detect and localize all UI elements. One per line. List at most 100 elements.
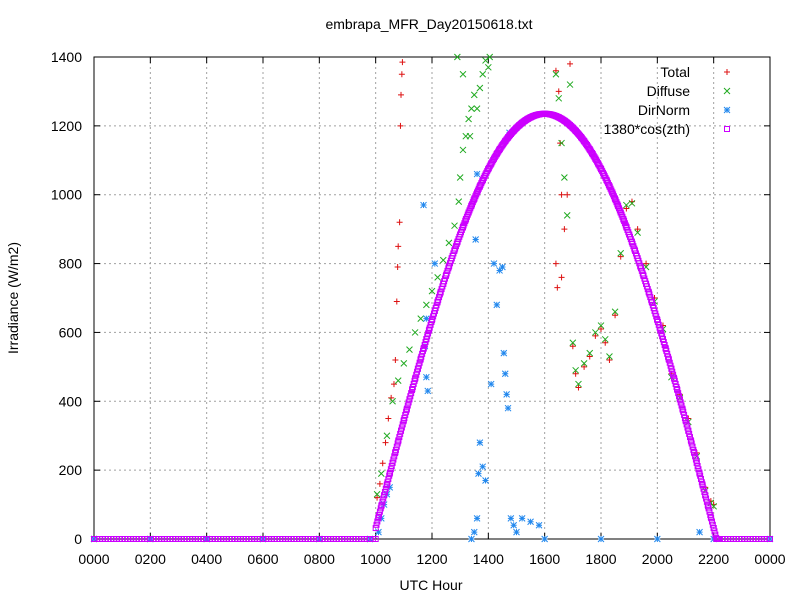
data-point <box>606 183 613 190</box>
data-point <box>423 373 430 381</box>
legend: Total Diffuse DirNorm 1380*cos(zth) <box>604 64 731 137</box>
data-point <box>375 515 382 522</box>
data-point <box>602 339 609 346</box>
data-point <box>694 463 701 470</box>
legend-label: Total <box>660 64 690 80</box>
data-point <box>468 105 475 112</box>
data-point <box>453 53 461 61</box>
data-point <box>569 339 577 347</box>
y-tick-label: 0 <box>74 531 82 547</box>
x-tick-label: 1000 <box>360 551 391 567</box>
data-point <box>698 479 705 486</box>
data-point <box>683 421 690 428</box>
data-point <box>389 397 396 405</box>
data-point <box>674 387 681 394</box>
data-point <box>598 325 604 332</box>
data-point <box>401 415 408 422</box>
data-point <box>681 411 688 418</box>
data-point <box>445 239 453 247</box>
data-point <box>459 146 467 154</box>
data-point <box>669 368 676 375</box>
x-axis-label: UTC Hour <box>399 577 462 593</box>
data-point <box>555 94 563 102</box>
data-point <box>451 222 458 230</box>
chart-title: embrapa_MFR_Day20150618.txt <box>325 16 532 32</box>
data-point <box>643 260 650 267</box>
data-point <box>398 71 405 78</box>
data-point <box>385 475 392 482</box>
data-point <box>379 498 386 505</box>
data-point <box>412 374 419 381</box>
data-point <box>378 502 385 509</box>
data-point <box>623 205 630 212</box>
data-point <box>697 472 704 479</box>
data-point <box>507 514 515 522</box>
data-point <box>558 191 565 198</box>
data-point <box>687 434 694 441</box>
data-point <box>383 432 391 440</box>
data-point <box>581 363 588 370</box>
data-point <box>487 380 495 388</box>
data-point <box>678 402 685 409</box>
data-point <box>622 201 630 209</box>
data-point <box>465 115 472 123</box>
data-point <box>687 437 694 444</box>
y-tick-label: 200 <box>59 462 83 478</box>
data-point <box>723 87 731 95</box>
data-point <box>373 521 380 528</box>
data-point <box>376 508 383 515</box>
y-tick-label: 1400 <box>51 49 82 65</box>
data-point <box>586 353 593 360</box>
data-series <box>90 53 774 543</box>
data-point <box>575 384 582 391</box>
data-point <box>696 528 703 536</box>
data-point <box>381 492 388 499</box>
data-point <box>431 260 439 267</box>
data-point <box>409 383 416 390</box>
x-tick-label: 1800 <box>585 551 616 567</box>
data-point <box>634 226 641 233</box>
data-point <box>689 443 696 450</box>
legend-swatch <box>723 87 731 95</box>
data-point <box>552 67 559 74</box>
x-tick-label: 0400 <box>191 551 222 567</box>
data-point <box>470 528 478 536</box>
data-point <box>688 440 695 447</box>
data-point <box>382 439 389 446</box>
data-point <box>673 383 680 390</box>
data-point <box>471 195 478 202</box>
data-point <box>696 469 703 476</box>
data-point <box>677 399 684 406</box>
data-point <box>414 368 421 375</box>
data-point <box>379 460 386 467</box>
data-point <box>469 199 476 206</box>
data-point <box>572 370 579 377</box>
data-point <box>375 528 382 536</box>
x-tick-label: 1600 <box>529 551 560 567</box>
data-point <box>400 360 408 367</box>
data-point <box>715 536 722 542</box>
series-1380-cos-zth <box>91 110 773 542</box>
data-point <box>702 492 709 499</box>
data-point <box>496 267 503 274</box>
data-point <box>685 427 692 434</box>
data-point <box>561 174 568 181</box>
data-point <box>686 430 693 437</box>
data-point <box>382 485 389 492</box>
data-point <box>394 377 402 384</box>
data-point <box>617 249 625 257</box>
y-axis-label: Irradiance (W/m2) <box>5 242 21 354</box>
data-point <box>468 535 475 543</box>
x-axis-ticks: 0000 0200 0400 0600 0800 1000 1200 1400 1600 1800… <box>78 57 786 567</box>
legend-label: Diffuse <box>647 83 691 99</box>
data-point <box>470 197 477 204</box>
x-tick-label: 1400 <box>473 551 504 567</box>
data-point <box>386 472 393 479</box>
data-point <box>380 495 387 502</box>
data-point <box>680 408 687 415</box>
data-point <box>399 59 406 66</box>
data-point <box>423 301 430 309</box>
data-point <box>413 371 420 378</box>
data-point <box>612 312 619 319</box>
data-point <box>396 219 403 226</box>
